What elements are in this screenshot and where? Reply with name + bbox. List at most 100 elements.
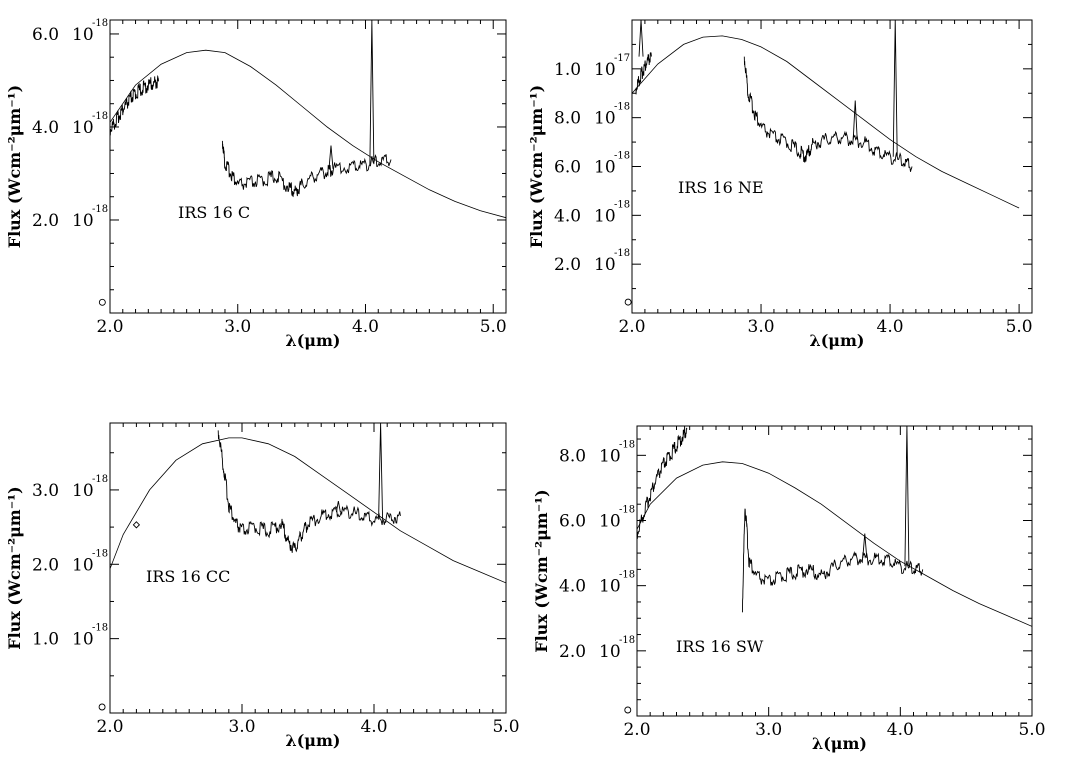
- y-tick-exponent: -18: [614, 248, 630, 259]
- plot-area: [110, 20, 506, 219]
- source-label: IRS 16 C: [178, 203, 250, 222]
- y-tick-mantissa: 4.0: [32, 118, 59, 138]
- photometry-marker: [98, 703, 106, 711]
- emission-line: [892, 20, 898, 157]
- y-tick-exponent: -18: [619, 439, 635, 450]
- y-tick-exponent: -18: [619, 504, 635, 515]
- y-tick-mantissa: 6.0: [32, 25, 59, 45]
- x-tick-label: 3.0: [224, 317, 251, 337]
- y-tick-base: 10: [594, 255, 616, 275]
- y-tick-exponent: -18: [92, 111, 108, 122]
- source-label: IRS 16 CC: [146, 567, 230, 586]
- y-tick-exponent: -18: [619, 570, 635, 581]
- emission-line: [335, 500, 341, 513]
- model-curve: [632, 35, 1020, 209]
- y-tick-exponent: -18: [92, 18, 108, 29]
- y-tick-base: 10: [594, 206, 616, 226]
- model-curve: [637, 461, 1032, 627]
- x-tick-label: 5.0: [480, 317, 507, 337]
- x-tick-label: 3.0: [228, 717, 255, 737]
- y-tick-exponent: -18: [619, 635, 635, 646]
- emission-line: [328, 145, 334, 169]
- emission-line: [638, 20, 644, 57]
- spectrum-line: [637, 426, 688, 539]
- plot-area: [637, 426, 1032, 627]
- panel-irs-16-cc: 2.0 3.0 4.0 5.01.0 10-182.0 10-183.0 10-18λ(μm…: [5, 422, 520, 750]
- x-tick-label: 4.0: [360, 717, 387, 737]
- y-tick-mantissa: 1.0: [554, 60, 581, 80]
- y-tick-exponent: -17: [614, 53, 630, 64]
- y-tick-base: 10: [599, 446, 621, 466]
- photometry-marker: [98, 298, 106, 306]
- x-axis-title: λ(μm): [812, 734, 867, 753]
- panel-irs-16-c: 2.0 3.0 4.0 5.02.0 10-184.0 10-186.0 10-18λ(μm…: [5, 18, 507, 350]
- x-tick-label: 5.0: [1006, 317, 1033, 337]
- y-tick-base: 10: [72, 25, 94, 45]
- y-tick-exponent: -18: [614, 102, 630, 113]
- x-axis-title: λ(μm): [286, 331, 341, 350]
- y-tick-mantissa: 8.0: [559, 446, 586, 466]
- y-tick-exponent: -18: [614, 199, 630, 210]
- y-tick-mantissa: 2.0: [554, 255, 581, 275]
- y-tick-mantissa: 8.0: [554, 109, 581, 129]
- y-tick-base: 10: [594, 158, 616, 178]
- emission-line: [378, 423, 384, 520]
- y-axis-title: Flux (Wcm⁻²μm⁻¹): [5, 85, 24, 249]
- x-axis-title: λ(μm): [286, 731, 341, 750]
- plot-frame: [109, 19, 507, 314]
- y-tick-base: 10: [599, 642, 621, 662]
- y-tick-mantissa: 6.0: [554, 158, 581, 178]
- y-tick-exponent: -18: [92, 204, 108, 215]
- plot-area: [632, 20, 1020, 209]
- y-tick-base: 10: [599, 577, 621, 597]
- panel-irs-16-sw: 2.0 3.0 4.0 5.02.0 10-184.0 10-186.0 10-188.0 1…: [532, 425, 1046, 753]
- emission-line: [904, 426, 910, 567]
- y-tick-mantissa: 2.0: [559, 642, 586, 662]
- photometry-marker: [624, 298, 632, 306]
- spectrum-line: [217, 430, 401, 553]
- y-tick-mantissa: 6.0: [559, 511, 586, 531]
- spectrum-line: [741, 508, 924, 613]
- y-tick-base: 10: [72, 211, 94, 231]
- spectrum-line: [221, 140, 392, 198]
- plot-frame: [636, 425, 1033, 717]
- y-axis-title: Flux (Wcm⁻²μm⁻¹): [527, 85, 546, 249]
- y-tick-mantissa: 2.0: [32, 555, 59, 575]
- x-axis-title: λ(μm): [810, 331, 865, 350]
- x-tick-label: 4.0: [352, 317, 379, 337]
- source-label: IRS 16 SW: [676, 637, 764, 656]
- y-tick-base: 10: [594, 109, 616, 129]
- y-axis-title: Flux (Wcm⁻²μm⁻¹): [532, 489, 551, 653]
- x-tick-label: 5.0: [492, 717, 519, 737]
- spectrum-line: [743, 56, 913, 172]
- x-tick-label: 3.0: [755, 720, 782, 740]
- x-tick-label: 4.0: [887, 720, 914, 740]
- y-tick-mantissa: 1.0: [32, 630, 59, 650]
- y-tick-mantissa: 4.0: [554, 206, 581, 226]
- x-tick-label: 2.0: [618, 317, 645, 337]
- y-tick-exponent: -18: [92, 474, 108, 485]
- x-tick-label: 2.0: [96, 717, 123, 737]
- plot-area: [110, 423, 506, 584]
- y-tick-base: 10: [72, 630, 94, 650]
- photometry-marker: [624, 706, 632, 714]
- y-axis-title: Flux (Wcm⁻²μm⁻¹): [5, 486, 24, 650]
- x-tick-label: 2.0: [96, 317, 123, 337]
- x-tick-label: 4.0: [877, 317, 904, 337]
- photometry-marker: [132, 521, 141, 529]
- y-tick-mantissa: 3.0: [32, 481, 59, 501]
- y-tick-base: 10: [72, 555, 94, 575]
- y-tick-base: 10: [72, 118, 94, 138]
- y-tick-mantissa: 4.0: [559, 577, 586, 597]
- model-curve: [110, 49, 506, 219]
- spectrum-line: [635, 52, 652, 95]
- y-tick-base: 10: [599, 511, 621, 531]
- x-tick-label: 3.0: [748, 317, 775, 337]
- model-curve: [110, 437, 506, 584]
- panel-irs-16-ne: 2.0 3.0 4.0 5.02.0 10-184.0 10-186.0 10-188.0 1…: [527, 19, 1033, 350]
- x-tick-label: 2.0: [623, 720, 650, 740]
- y-tick-exponent: -18: [92, 623, 108, 634]
- y-tick-exponent: -18: [92, 548, 108, 559]
- source-label: IRS 16 NE: [678, 178, 764, 197]
- y-tick-base: 10: [72, 481, 94, 501]
